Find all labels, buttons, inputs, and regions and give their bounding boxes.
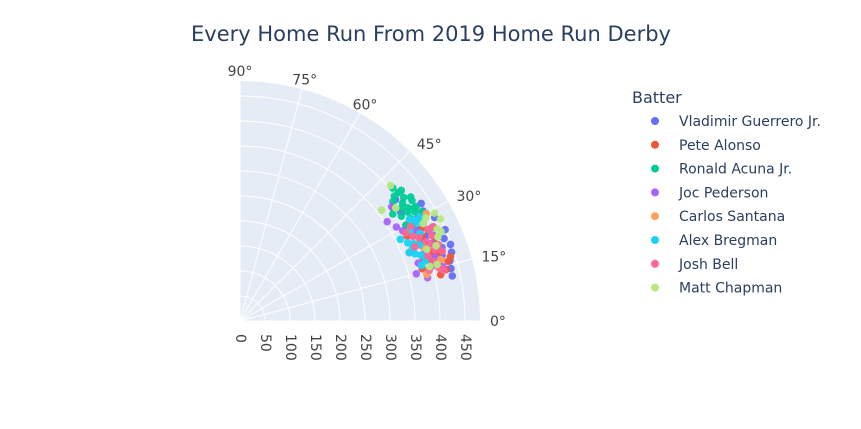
data-point xyxy=(417,251,425,259)
legend-label: Carlos Santana xyxy=(679,209,785,225)
radial-tick-label: 150 xyxy=(307,334,323,361)
data-point xyxy=(433,260,441,269)
legend-label: Alex Bregman xyxy=(679,233,777,249)
data-point xyxy=(389,210,397,218)
legend-marker xyxy=(651,212,659,221)
legend-label: Matt Chapman xyxy=(679,281,782,297)
chart-title: Every Home Run From 2019 Home Run Derby xyxy=(191,22,671,46)
legend-marker xyxy=(651,259,659,268)
radial-tick-label: 250 xyxy=(357,334,373,361)
data-point xyxy=(410,216,418,225)
legend-title: Batter xyxy=(632,88,682,107)
legend-label: Joc Pederson xyxy=(678,185,768,201)
data-point xyxy=(440,234,448,243)
legend-marker xyxy=(651,188,659,197)
data-point xyxy=(438,247,447,256)
legend-marker xyxy=(651,164,659,173)
data-point xyxy=(446,240,455,249)
radial-tick-label: 0 xyxy=(232,334,248,343)
series-ronald-acuna-jr xyxy=(389,184,431,230)
data-point xyxy=(397,212,406,220)
data-point xyxy=(411,243,419,251)
angular-tick-label: 45° xyxy=(417,137,442,153)
data-point xyxy=(410,203,419,212)
data-point xyxy=(406,222,415,231)
data-point xyxy=(392,223,401,231)
data-point xyxy=(422,245,431,254)
radial-tick-label: 200 xyxy=(332,334,348,361)
data-point xyxy=(419,219,428,228)
radial-tick-label: 450 xyxy=(457,334,473,361)
angular-tick-label: 90° xyxy=(228,64,253,80)
legend-label: Josh Bell xyxy=(678,257,738,273)
data-point xyxy=(430,209,439,217)
angular-gridline xyxy=(239,89,303,322)
legend: Batter Vladimir Guerrero Jr. Pete Alonso R… xyxy=(632,88,821,297)
data-point xyxy=(406,193,415,201)
data-point xyxy=(409,232,417,241)
data-point xyxy=(415,213,424,222)
angular-tick-label: 60° xyxy=(353,97,378,113)
data-point xyxy=(426,262,434,271)
radial-tick-label: 300 xyxy=(382,334,398,361)
data-point xyxy=(401,229,410,237)
angular-tick-label: 0° xyxy=(490,314,506,330)
data-point xyxy=(398,199,407,207)
legend-label: Pete Alonso xyxy=(679,138,761,154)
data-point xyxy=(396,235,405,244)
data-point xyxy=(422,238,431,246)
data-point xyxy=(383,217,392,226)
data-points xyxy=(378,181,457,282)
angular-gridline xyxy=(239,150,411,322)
angular-tick-label: 30° xyxy=(457,189,482,205)
data-point xyxy=(446,252,455,261)
series-matt-chapman xyxy=(378,181,445,271)
radial-tick-label: 400 xyxy=(432,334,448,361)
legend-label: Vladimir Guerrero Jr. xyxy=(679,114,821,130)
radial-tick-label: 50 xyxy=(257,334,273,352)
data-point xyxy=(403,208,412,216)
data-point xyxy=(378,206,386,214)
data-point xyxy=(415,233,423,242)
data-point xyxy=(405,248,414,257)
radial-tick-label: 100 xyxy=(282,334,298,361)
legend-marker xyxy=(651,140,659,149)
data-point xyxy=(391,204,400,212)
legend-marker xyxy=(651,236,659,244)
legend-marker xyxy=(651,283,659,292)
data-point xyxy=(436,215,445,223)
data-point xyxy=(424,252,433,260)
radial-tick-label: 350 xyxy=(407,334,423,361)
angular-tick-label: 15° xyxy=(481,249,506,265)
data-point xyxy=(437,227,445,236)
data-point xyxy=(417,261,426,270)
data-point xyxy=(386,181,395,190)
data-point xyxy=(424,225,432,234)
angular-gridline xyxy=(239,112,361,322)
data-point xyxy=(432,241,440,250)
data-point xyxy=(403,239,412,247)
data-point xyxy=(390,192,399,200)
data-point xyxy=(428,231,436,240)
data-point xyxy=(440,266,448,275)
data-point xyxy=(448,272,457,280)
polar-plot-area: 0° 15° 30° 45° 60° 75° 90° 0 50 100 150 200 250 300 35… xyxy=(228,64,507,361)
angular-tick-label: 75° xyxy=(292,73,317,89)
legend-marker xyxy=(651,117,659,125)
data-point xyxy=(412,270,421,278)
data-point xyxy=(411,250,419,258)
legend-label: Ronald Acuna Jr. xyxy=(679,162,792,178)
